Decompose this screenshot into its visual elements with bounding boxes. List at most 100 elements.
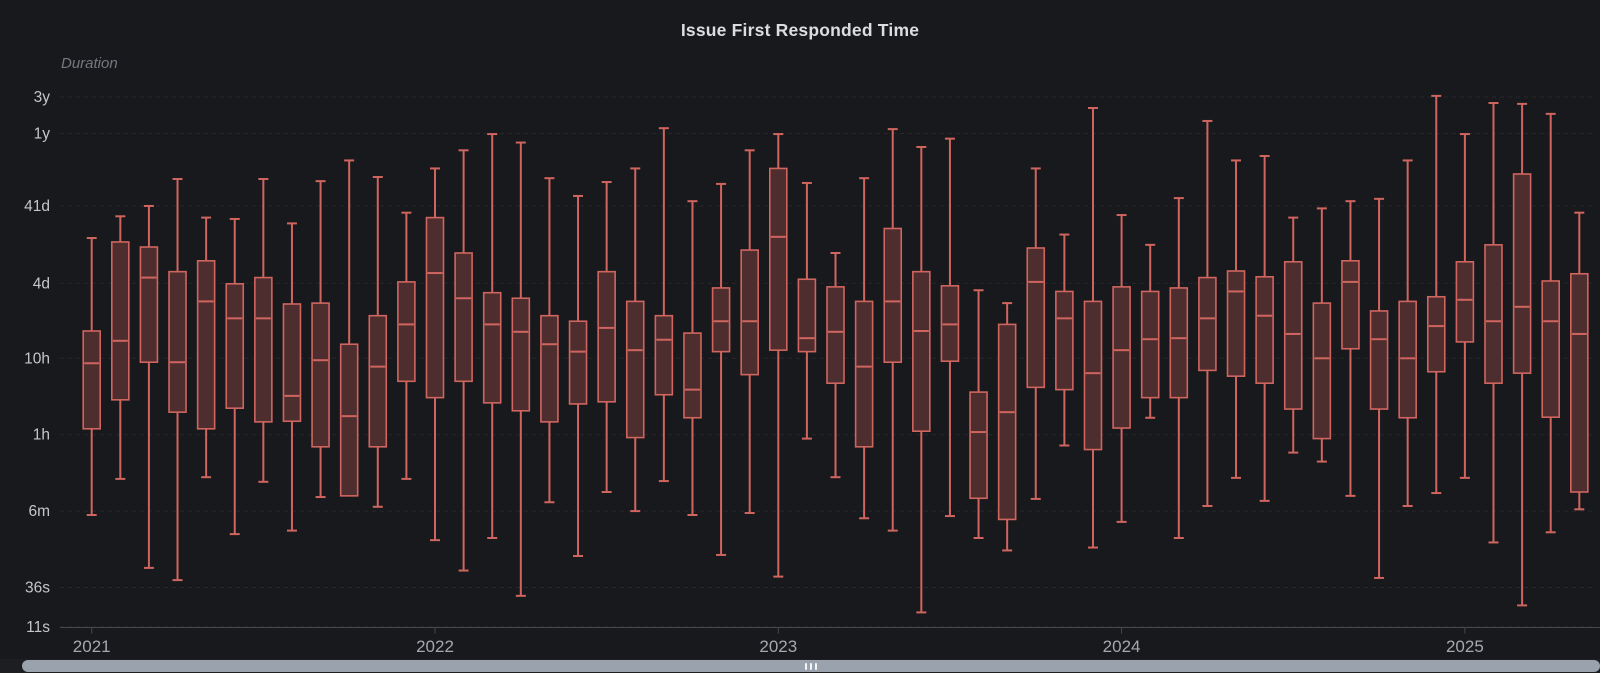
box-plot-2021-04[interactable] <box>168 178 187 582</box>
iqr-box <box>1426 295 1446 373</box>
iqr-box <box>111 241 130 401</box>
iqr-box <box>625 300 645 439</box>
iqr-box <box>1312 302 1332 440</box>
iqr-box <box>397 281 416 383</box>
y-tick-label: 4d <box>33 275 50 292</box>
iqr-box <box>139 246 159 364</box>
box-plot-2022-12[interactable] <box>740 149 759 514</box>
box-plot-2023-11[interactable] <box>1055 233 1074 447</box>
y-tick-label: 1y <box>34 125 51 142</box>
iqr-box <box>997 323 1017 521</box>
box-plot-2024-12[interactable] <box>1426 94 1446 495</box>
iqr-box <box>768 167 788 351</box>
box-plot-2022-05[interactable] <box>540 177 559 504</box>
box-plot-2024-10[interactable] <box>1369 197 1389 579</box>
box-plot-2025-02[interactable] <box>1484 102 1503 544</box>
iqr-box <box>282 303 302 423</box>
iqr-box <box>854 300 874 448</box>
iqr-box <box>168 270 187 413</box>
box-plot-2024-06[interactable] <box>1255 155 1274 502</box>
box-plot-2021-01[interactable] <box>82 237 101 517</box>
box-plot-2021-12[interactable] <box>397 211 416 480</box>
box-plot-2022-06[interactable] <box>568 194 588 558</box>
box-plot-2021-06[interactable] <box>225 217 245 536</box>
iqr-box <box>1255 275 1274 384</box>
iqr-box <box>82 330 101 430</box>
iqr-box <box>482 291 502 404</box>
box-plot-2025-03[interactable] <box>1512 102 1532 607</box>
box-plot-2024-03[interactable] <box>1169 197 1189 540</box>
y-tick-label: 10h <box>24 350 50 367</box>
box-plot-2024-05[interactable] <box>1226 159 1246 479</box>
iqr-box <box>368 314 388 448</box>
box-plot-2021-05[interactable] <box>196 216 216 479</box>
iqr-box <box>711 287 731 353</box>
iqr-box <box>1283 260 1303 410</box>
box-plot-2022-10[interactable] <box>683 200 702 517</box>
box-plot-2023-12[interactable] <box>1083 106 1103 549</box>
iqr-box <box>1226 270 1246 377</box>
iqr-box <box>1512 173 1532 374</box>
box-plot-2023-10[interactable] <box>1026 167 1046 500</box>
iqr-box <box>1398 300 1417 419</box>
box-plot-2024-08[interactable] <box>1312 207 1332 463</box>
iqr-box <box>683 332 702 419</box>
iqr-box <box>568 320 588 405</box>
box-plot-2022-03[interactable] <box>482 133 502 540</box>
box-plot-2024-04[interactable] <box>1198 119 1217 507</box>
box-plot-2023-08[interactable] <box>969 289 988 540</box>
box-plot-2022-01[interactable] <box>425 167 445 542</box>
box-plot-2024-02[interactable] <box>1140 243 1160 419</box>
x-tick-label: 2023 <box>759 637 797 656</box>
box-plot-2023-07[interactable] <box>940 137 960 518</box>
box-plot-2024-01[interactable] <box>1112 214 1131 523</box>
box-plot-2024-11[interactable] <box>1398 159 1417 507</box>
box-plot-2021-07[interactable] <box>254 178 273 483</box>
y-tick-label: 36s <box>25 579 50 596</box>
x-tick-label: 2022 <box>416 637 454 656</box>
box-plot-2022-11[interactable] <box>711 182 731 556</box>
box-plot-2021-10[interactable] <box>339 159 359 497</box>
box-plot-2022-09[interactable] <box>654 127 674 483</box>
box-plot-2022-08[interactable] <box>625 167 645 513</box>
chart-title: Issue First Responded Time <box>680 20 920 40</box>
iqr-box <box>1484 244 1503 384</box>
iqr-box <box>1570 272 1589 493</box>
box-plot-2022-07[interactable] <box>597 181 616 494</box>
iqr-box <box>540 314 559 423</box>
box-plot-2025-01[interactable] <box>1455 133 1475 479</box>
iqr-box <box>339 343 359 497</box>
iqr-box <box>797 278 817 353</box>
box-plot-2022-04[interactable] <box>511 141 531 597</box>
box-plot-2021-02[interactable] <box>111 215 130 480</box>
boxplot-chart[interactable]: 3y 1y 41d 4d 10h 1h 6m 36s 11s 2021 2022 2023 2024 20… <box>0 0 1600 659</box>
iqr-box <box>1369 310 1389 410</box>
box-plot-2023-03[interactable] <box>826 252 845 479</box>
iqr-box <box>1112 286 1131 429</box>
iqr-box <box>826 286 845 384</box>
y-axis-title: Duration <box>61 55 118 72</box>
box-plot-2024-09[interactable] <box>1341 200 1360 497</box>
box-plot-2023-09[interactable] <box>997 302 1017 552</box>
iqr-box <box>454 252 473 383</box>
box-plot-2021-03[interactable] <box>139 204 159 569</box>
y-tick-label: 6m <box>28 503 50 520</box>
box-plot-2023-04[interactable] <box>854 177 874 520</box>
box-plot-2021-11[interactable] <box>368 175 388 508</box>
box-plot-2023-02[interactable] <box>797 181 817 440</box>
box-plot-2023-06[interactable] <box>912 145 931 614</box>
x-tick-label: 2024 <box>1103 637 1141 656</box>
box-plot-2025-05[interactable] <box>1570 211 1589 511</box>
y-tick-label: 3y <box>34 89 51 106</box>
box-plot-2023-05[interactable] <box>883 128 903 532</box>
iqr-box <box>196 259 216 430</box>
horizontal-scrollbar-thumb[interactable] <box>22 660 1600 672</box>
box-plot-2021-09[interactable] <box>311 180 330 499</box>
horizontal-scrollbar-track[interactable] <box>0 659 1600 673</box>
box-plot-2023-01[interactable] <box>768 133 788 578</box>
box-plot-2022-02[interactable] <box>454 149 473 572</box>
box-plot-2021-08[interactable] <box>282 222 302 532</box>
box-plot-2025-04[interactable] <box>1541 112 1561 534</box>
box-plot-2024-07[interactable] <box>1283 216 1303 454</box>
